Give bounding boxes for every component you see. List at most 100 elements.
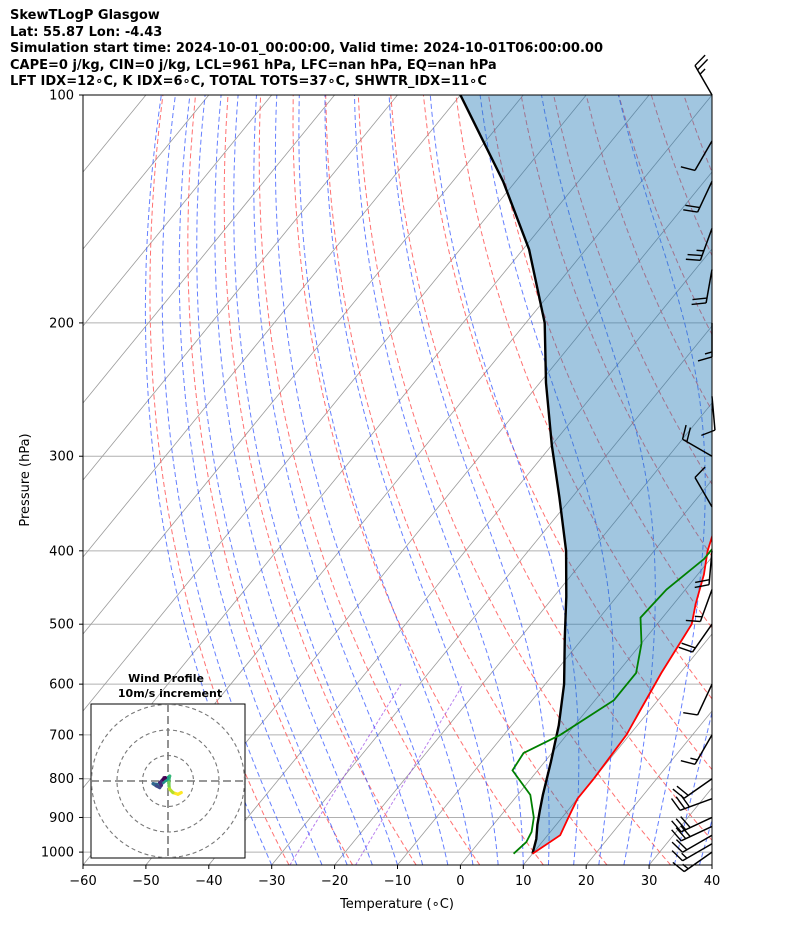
dry-adiabat: [749, 95, 794, 865]
wind-barb-full: [685, 619, 701, 623]
chart-header: SkewTLogP Glasgow Lat: 55.87 Lon: -4.43 …: [10, 8, 790, 91]
wind-barb: [671, 843, 713, 862]
y-tick-label: 1000: [41, 846, 74, 861]
wind-barb-half: [694, 615, 703, 618]
moist-adiabat: [161, 95, 298, 865]
wind-barb-shaft: [691, 623, 713, 653]
wind-barb-full: [692, 297, 708, 301]
wind-barb: [681, 424, 713, 457]
wind-barb-shaft: [682, 438, 713, 457]
dry-adiabat: [716, 95, 794, 865]
isotherm-line: [522, 633, 712, 865]
wind-barb: [671, 834, 713, 853]
chart-title: SkewTLogP Glasgow: [10, 8, 160, 23]
parcel-profile-line: [459, 95, 568, 855]
wind-barb-full: [695, 579, 710, 584]
moist-adiabat: [178, 95, 323, 865]
wind-barb-full: [680, 760, 696, 765]
isotherm-line: [775, 95, 794, 865]
wind-barb-full: [671, 820, 682, 833]
mixing-ratio-lines: [289, 683, 464, 865]
wind-barb-shaft: [682, 843, 713, 862]
wind-barb-full: [672, 861, 685, 873]
wind-barb-full: [680, 825, 691, 838]
moist-adiabats: [144, 95, 712, 865]
x-tick-label: −60: [69, 874, 96, 889]
wind-barb: [672, 851, 713, 873]
wind-barb-shaft: [694, 734, 713, 765]
isotherm-line: [83, 95, 398, 481]
mixing-ratio-line: [289, 683, 402, 865]
wind-barb: [694, 466, 713, 508]
wind-barb-shaft: [682, 834, 713, 853]
moist-adiabat: [196, 95, 348, 865]
isotherm-line: [711, 864, 712, 865]
dry-adiabat: [258, 95, 481, 865]
y-tick-label: 200: [49, 316, 74, 331]
wind-barb-half: [704, 351, 713, 355]
x-axis-label: Temperature (∘C): [339, 897, 454, 912]
moist-adiabat: [274, 95, 449, 865]
y-tick-label: 900: [49, 811, 74, 826]
dry-adiabat: [553, 95, 712, 486]
moist-adiabat: [144, 95, 273, 865]
wind-barb-full: [675, 839, 688, 851]
y-axis-ticks: 100 200 300 400 500 600 700 800 900 1000: [41, 89, 83, 861]
wind-barb-half: [681, 852, 688, 859]
wind-barb-shaft: [696, 180, 713, 213]
wind-barb: [680, 734, 713, 765]
wind-barb-full: [685, 204, 700, 209]
wind-barb-full: [675, 796, 686, 809]
isotherm-line: [145, 171, 712, 865]
x-tick-label: −40: [195, 874, 222, 889]
wind-barb-shaft: [711, 396, 716, 431]
wind-barb: [685, 228, 713, 261]
wind-barb-full: [697, 356, 713, 362]
wind-barb-full: [672, 788, 685, 799]
wind-barb-full: [686, 427, 692, 442]
isotherm-line: [334, 402, 712, 865]
simulation-times: Simulation start time: 2024-10-01_00:00:…: [10, 41, 603, 56]
wind-barb: [701, 396, 716, 437]
wind-barb-full: [671, 841, 684, 853]
dry-adiabat: [422, 95, 712, 771]
x-tick-label: 20: [578, 874, 595, 889]
isotherm-line: [83, 95, 273, 327]
moist-adiabat: [354, 95, 524, 865]
y-tick-label: 600: [49, 678, 74, 693]
dry-adiabat: [782, 95, 794, 865]
dry-adiabat: [357, 95, 671, 865]
isotherm-line: [83, 95, 335, 404]
y-tick-label: 500: [49, 618, 74, 633]
wind-barb: [672, 778, 713, 799]
moist-adiabat: [214, 95, 373, 865]
wind-barb-full: [675, 818, 687, 831]
wind-barb: [683, 180, 713, 213]
dry-adiabat: [223, 95, 417, 865]
location-coordinates: Lat: 55.87 Lon: -4.43: [10, 24, 163, 40]
stability-indices-cape: CAPE=0 j/kg, CIN=0 j/kg, LCL=961 hPa, LF…: [10, 57, 497, 73]
inset-subtitle: 10m/s increment: [118, 687, 222, 700]
wind-barb: [680, 140, 713, 172]
dry-adiabat: [292, 95, 544, 865]
wind-barb-full: [670, 798, 681, 811]
moist-adiabat: [698, 818, 712, 865]
dry-adiabats: [149, 95, 794, 865]
wind-barb-full: [683, 209, 698, 213]
wind-barb: [694, 54, 713, 96]
wind-barb-full: [671, 829, 682, 842]
isotherm-line: [271, 325, 712, 865]
dry-adiabat: [187, 95, 354, 865]
x-tick-label: 40: [704, 874, 721, 889]
y-tick-label: 300: [49, 450, 74, 465]
x-tick-label: −50: [132, 874, 159, 889]
moist-adiabat: [253, 95, 424, 865]
wind-barb-full: [701, 429, 716, 437]
moist-adiabat: [479, 95, 615, 865]
wind-barb: [691, 269, 713, 306]
moist-adiabat: [617, 95, 706, 865]
moist-adiabat: [324, 95, 499, 865]
x-tick-label: 0: [456, 874, 464, 889]
wind-barb-full: [676, 785, 689, 796]
